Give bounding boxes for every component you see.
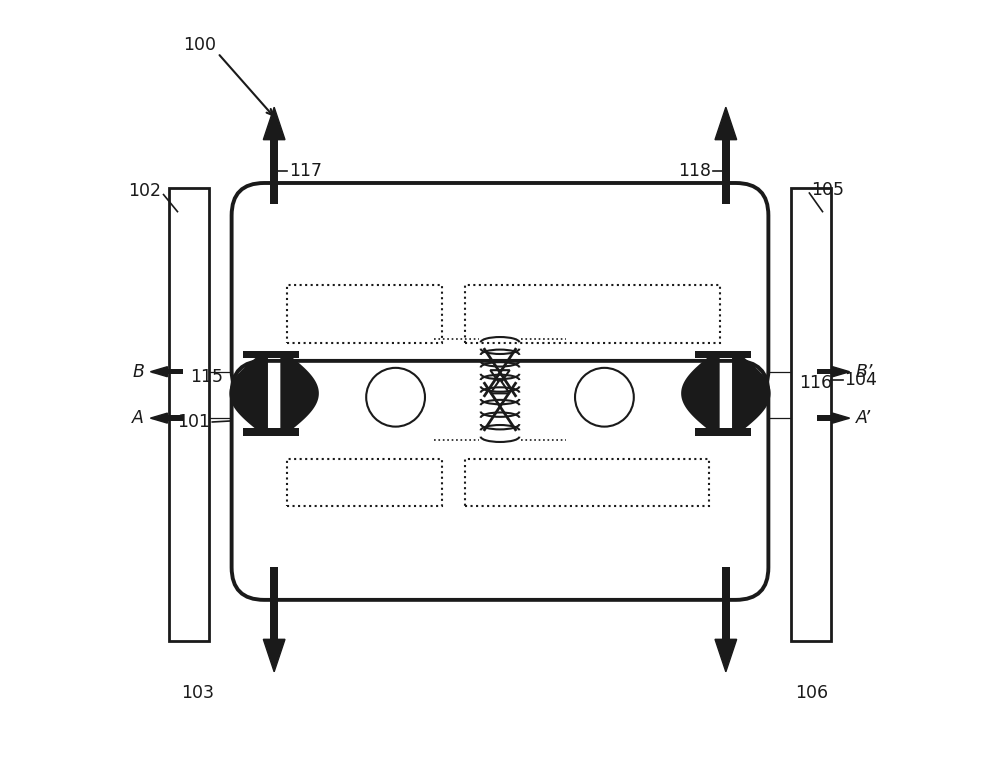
Bar bbox=[268, 428, 299, 435]
Text: 113: 113 bbox=[631, 340, 664, 358]
Bar bbox=[270, 139, 278, 204]
Polygon shape bbox=[490, 379, 510, 393]
Bar bbox=[465, 285, 720, 343]
Bar bbox=[720, 351, 751, 358]
Text: B’: B’ bbox=[856, 363, 873, 381]
Bar bbox=[720, 428, 751, 435]
Text: A’: A’ bbox=[856, 409, 871, 427]
Polygon shape bbox=[833, 367, 850, 377]
Bar bbox=[722, 139, 730, 204]
Text: 117: 117 bbox=[290, 162, 323, 181]
Bar bbox=[268, 204, 280, 567]
Text: 118: 118 bbox=[678, 162, 711, 181]
Text: 102: 102 bbox=[128, 182, 161, 200]
Circle shape bbox=[366, 368, 425, 427]
Bar bbox=[167, 369, 183, 375]
Bar bbox=[720, 204, 732, 567]
Text: 107: 107 bbox=[305, 272, 338, 291]
Polygon shape bbox=[231, 354, 268, 432]
Polygon shape bbox=[732, 354, 769, 432]
Circle shape bbox=[575, 368, 634, 427]
Polygon shape bbox=[150, 367, 167, 377]
Text: 112: 112 bbox=[620, 378, 653, 397]
Bar bbox=[791, 189, 831, 641]
Bar bbox=[243, 428, 274, 435]
Text: 108: 108 bbox=[463, 245, 496, 263]
Bar bbox=[243, 351, 274, 358]
Polygon shape bbox=[683, 354, 720, 432]
Polygon shape bbox=[263, 108, 285, 139]
Bar bbox=[465, 459, 709, 506]
Text: 101: 101 bbox=[310, 231, 343, 249]
Bar bbox=[695, 351, 726, 358]
Bar bbox=[713, 204, 738, 567]
Bar bbox=[287, 459, 442, 506]
FancyBboxPatch shape bbox=[232, 361, 768, 600]
Bar bbox=[169, 189, 209, 641]
Polygon shape bbox=[833, 413, 850, 423]
Bar bbox=[817, 415, 833, 421]
Bar bbox=[262, 204, 287, 567]
Text: 103: 103 bbox=[181, 684, 214, 702]
Bar bbox=[695, 428, 726, 435]
FancyBboxPatch shape bbox=[232, 183, 768, 403]
Bar bbox=[270, 567, 278, 640]
Bar bbox=[817, 369, 833, 375]
Text: 111: 111 bbox=[421, 476, 454, 494]
Text: B: B bbox=[132, 363, 144, 381]
Polygon shape bbox=[715, 108, 737, 139]
Text: 100: 100 bbox=[183, 37, 216, 55]
Text: 104: 104 bbox=[844, 372, 877, 390]
Text: 116: 116 bbox=[799, 375, 832, 393]
Bar bbox=[722, 567, 730, 640]
Polygon shape bbox=[280, 354, 317, 432]
Text: 101: 101 bbox=[177, 413, 210, 431]
Text: 106: 106 bbox=[795, 684, 829, 702]
Text: 109: 109 bbox=[614, 281, 648, 299]
Bar bbox=[268, 351, 299, 358]
Polygon shape bbox=[490, 370, 510, 384]
Text: 114: 114 bbox=[631, 444, 664, 462]
Polygon shape bbox=[263, 640, 285, 671]
Text: 110: 110 bbox=[483, 448, 516, 466]
Text: 115: 115 bbox=[191, 368, 224, 386]
Polygon shape bbox=[150, 413, 167, 423]
Text: A: A bbox=[132, 409, 144, 427]
Text: 105: 105 bbox=[811, 181, 844, 199]
Bar bbox=[167, 415, 183, 421]
Polygon shape bbox=[715, 640, 737, 671]
Text: 112: 112 bbox=[346, 378, 379, 397]
Bar bbox=[287, 285, 442, 343]
